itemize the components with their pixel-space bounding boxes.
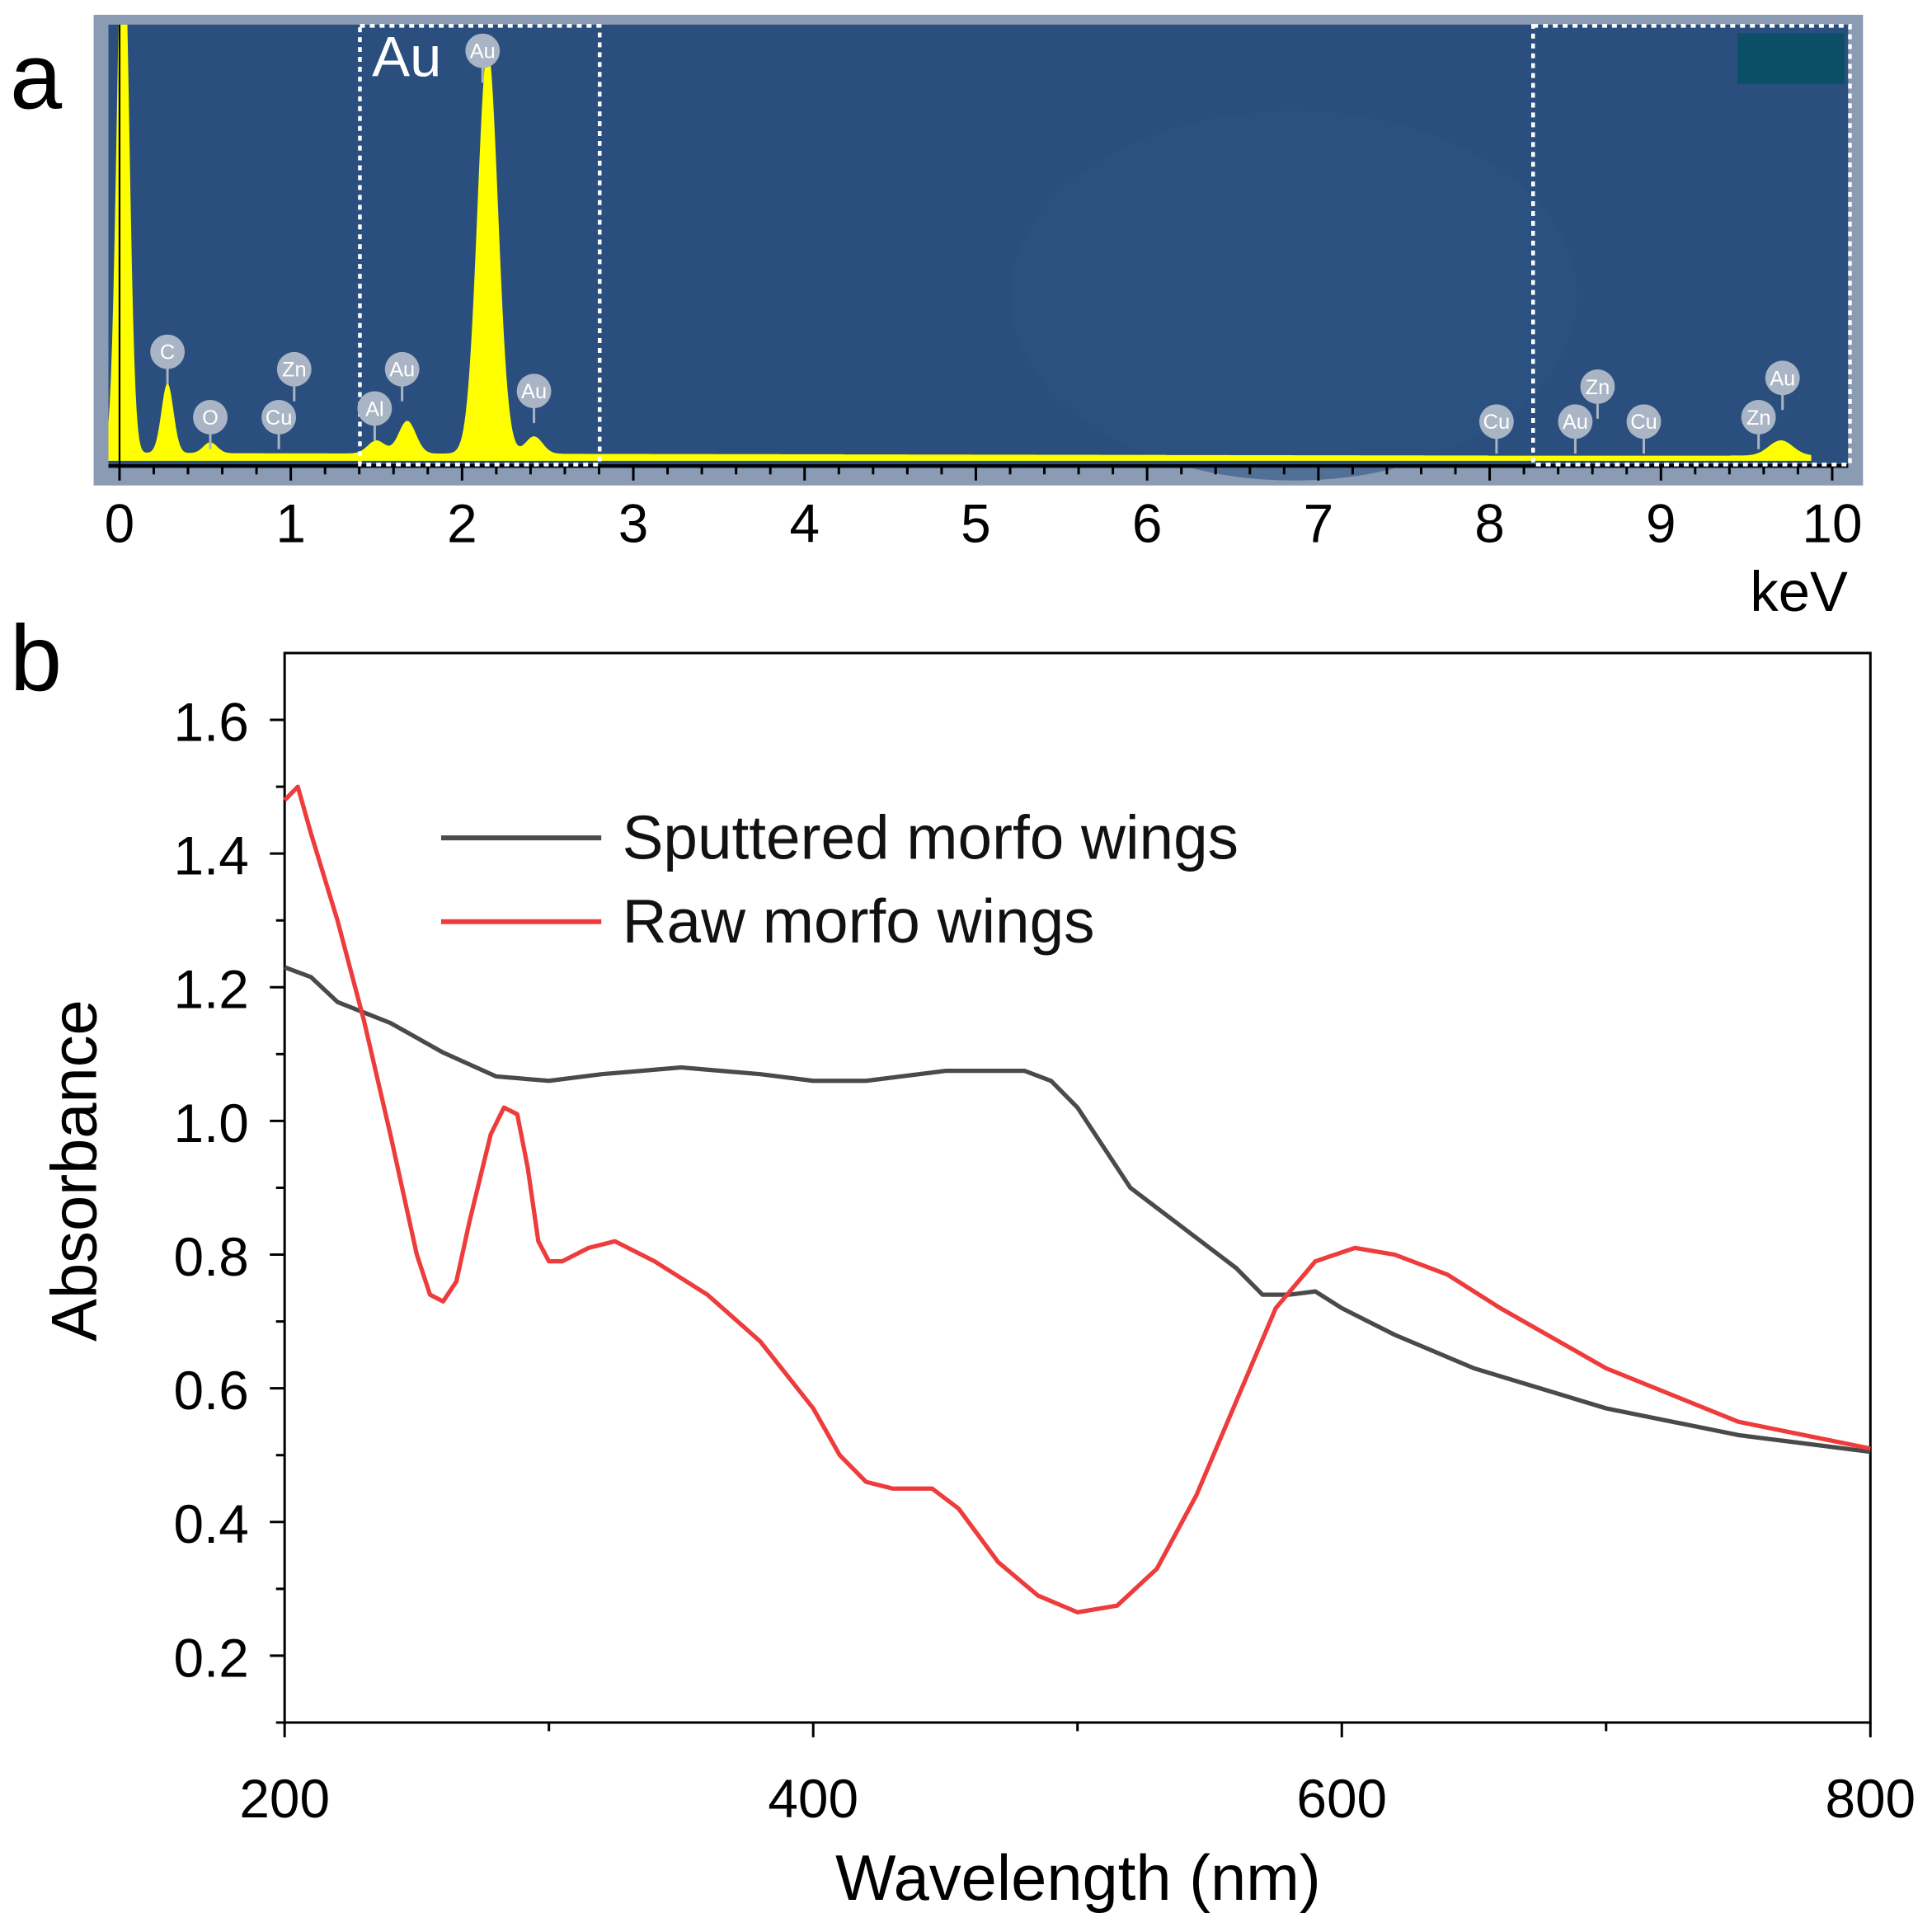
x-tick-label: 2 bbox=[447, 492, 477, 553]
element-label-badge: O bbox=[193, 400, 228, 449]
badge-circle bbox=[1558, 404, 1593, 440]
panel-b-label: b bbox=[10, 606, 62, 711]
element-label-badge: Au bbox=[1765, 360, 1800, 411]
y-tick-label: 1.2 bbox=[173, 959, 248, 1020]
element-label: Au bbox=[1770, 367, 1795, 390]
x-tick-label: 3 bbox=[618, 492, 649, 553]
element-label-badge: Zn bbox=[276, 351, 312, 402]
x-tick-label: 4 bbox=[789, 492, 820, 553]
badge-circle bbox=[276, 351, 312, 387]
badge-circle bbox=[193, 400, 228, 435]
y-tick-label: 0.2 bbox=[173, 1627, 248, 1688]
element-label: Cu bbox=[266, 407, 292, 430]
x-tick-label: 600 bbox=[1296, 1768, 1387, 1829]
x-tick-label: 5 bbox=[961, 492, 991, 553]
element-label-badge: Zn bbox=[1580, 369, 1615, 419]
badge-circle bbox=[1626, 404, 1662, 440]
badge-circle bbox=[516, 374, 552, 409]
element-label: Au bbox=[470, 40, 496, 63]
element-label-badge: Cu bbox=[1626, 404, 1662, 454]
badge-circle bbox=[384, 351, 420, 387]
x-axis-label: keV bbox=[1750, 560, 1848, 623]
element-label-badge: Cu bbox=[1478, 404, 1514, 454]
element-label: Au bbox=[521, 380, 547, 403]
badge-circle bbox=[1765, 360, 1800, 396]
element-label-badge: Au bbox=[465, 33, 501, 83]
x-axis-title: Wavelength (nm) bbox=[835, 1843, 1321, 1914]
x-tick-label: 400 bbox=[768, 1768, 858, 1829]
highlight-label-au: Au bbox=[372, 26, 441, 89]
panel-a-label: a bbox=[10, 24, 63, 129]
x-tick-label: 200 bbox=[239, 1768, 330, 1829]
x-tick-label: 800 bbox=[1825, 1768, 1916, 1829]
highlight-region-box bbox=[1530, 24, 1852, 467]
series-line-sputtered bbox=[284, 965, 1871, 1455]
element-label: Au bbox=[1563, 411, 1588, 434]
element-label-badge: Au bbox=[1558, 404, 1593, 454]
badge-circle bbox=[261, 400, 297, 435]
legend-label: Sputtered morfo wings bbox=[623, 802, 1239, 872]
y-tick-label: 0.4 bbox=[173, 1493, 248, 1554]
element-label: Cu bbox=[1630, 411, 1657, 434]
y-tick-label: 1.0 bbox=[173, 1093, 248, 1154]
element-label-badge: Au bbox=[516, 374, 552, 424]
x-tick-label: 10 bbox=[1802, 492, 1862, 553]
element-label: Zn bbox=[282, 359, 307, 382]
panel-b-absorbance-chart: b Wavelength (nm) Absorbance 200 400 600 80… bbox=[10, 606, 1916, 1914]
element-label: Zn bbox=[1746, 407, 1771, 430]
badge-circle bbox=[150, 334, 186, 369]
badge-circle bbox=[1580, 369, 1615, 404]
element-label-badge: Cu bbox=[261, 400, 297, 449]
y-tick-label: 1.4 bbox=[173, 825, 248, 886]
y-tick-label: 0.8 bbox=[173, 1226, 248, 1287]
element-label: Cu bbox=[1483, 411, 1510, 434]
x-tick-label: 6 bbox=[1132, 492, 1163, 553]
element-label: O bbox=[202, 407, 219, 430]
element-label: C bbox=[160, 341, 175, 364]
element-label-badge: Zn bbox=[1741, 400, 1776, 449]
series-line-raw bbox=[283, 784, 1871, 1615]
badge-circle bbox=[465, 33, 501, 68]
x-tick-label: 1 bbox=[275, 492, 306, 553]
badge-circle bbox=[1478, 404, 1514, 440]
y-axis-title: Absorbance bbox=[40, 999, 110, 1342]
x-tick-label: 7 bbox=[1304, 492, 1334, 553]
inset-marker bbox=[1737, 33, 1845, 84]
badge-circle bbox=[357, 391, 393, 426]
legend-label: Raw morfo wings bbox=[623, 886, 1095, 956]
x-tick-label: 9 bbox=[1646, 492, 1676, 553]
background-texture bbox=[1010, 110, 1577, 481]
element-label-badge: Al bbox=[357, 391, 393, 441]
element-label-badge: C bbox=[150, 334, 186, 384]
x-tick-label: 0 bbox=[105, 492, 135, 553]
element-label: Zn bbox=[1586, 376, 1610, 399]
x-tick-label: 8 bbox=[1474, 492, 1505, 553]
highlight-region-box bbox=[358, 24, 602, 467]
y-tick-label: 1.6 bbox=[173, 691, 248, 752]
element-label: Al bbox=[365, 397, 384, 421]
element-label-badge: Au bbox=[384, 351, 420, 402]
y-tick-label: 0.6 bbox=[173, 1360, 248, 1421]
element-label: Au bbox=[389, 359, 415, 382]
badge-circle bbox=[1741, 400, 1776, 435]
